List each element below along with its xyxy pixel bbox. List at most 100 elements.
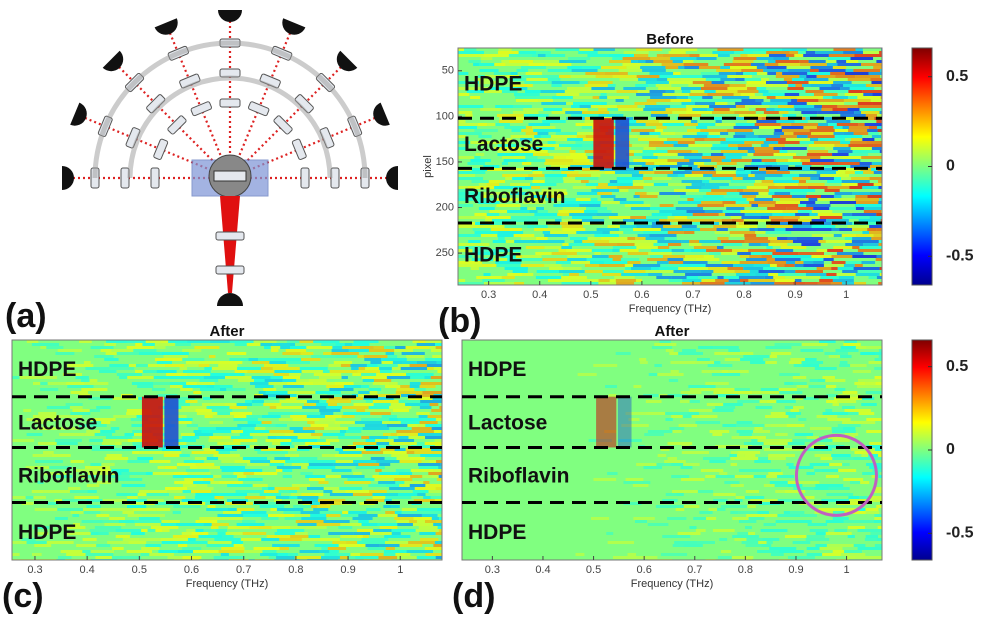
texture	[538, 216, 562, 219]
texture	[513, 234, 535, 237]
texture	[784, 270, 796, 273]
heatmap-image	[458, 48, 882, 285]
texture	[398, 493, 418, 496]
texture	[372, 496, 386, 499]
texture	[715, 279, 729, 282]
texture	[773, 180, 799, 183]
texture	[718, 72, 736, 75]
texture	[353, 472, 362, 475]
texture	[365, 499, 385, 502]
texture	[720, 132, 729, 135]
texture	[698, 66, 721, 69]
texture	[438, 466, 442, 469]
detector	[386, 166, 398, 190]
texture	[870, 532, 882, 535]
texture	[793, 132, 812, 135]
texture	[790, 409, 799, 412]
texture	[358, 463, 380, 466]
texture	[711, 189, 737, 192]
texture	[808, 198, 818, 201]
texture	[665, 66, 679, 69]
texture	[569, 213, 597, 216]
texture	[768, 144, 785, 147]
texture	[805, 273, 827, 276]
texture	[799, 60, 809, 63]
texture	[121, 472, 146, 475]
texture	[793, 267, 817, 270]
texture	[672, 544, 684, 547]
texture	[383, 550, 407, 553]
texture	[180, 376, 204, 379]
texture	[697, 358, 710, 361]
texture	[723, 403, 743, 406]
texture	[854, 111, 862, 114]
texture	[737, 90, 759, 93]
texture	[758, 270, 785, 273]
texture	[862, 231, 870, 234]
texture	[737, 252, 751, 255]
texture	[529, 144, 539, 147]
texture	[738, 520, 757, 523]
texture	[706, 403, 724, 406]
texture	[433, 469, 442, 472]
texture	[702, 96, 713, 99]
texture	[541, 102, 567, 105]
texture	[278, 490, 289, 493]
texture	[769, 481, 788, 484]
texture	[186, 529, 196, 532]
texture	[625, 478, 644, 481]
texture	[712, 409, 734, 412]
texture	[518, 75, 543, 78]
texture	[791, 222, 814, 225]
texture	[800, 258, 824, 261]
texture	[831, 427, 844, 430]
panel-label: (b)	[438, 302, 481, 340]
texture	[615, 279, 636, 282]
texture	[40, 388, 59, 391]
texture	[244, 490, 264, 493]
texture	[237, 475, 247, 478]
texture	[765, 361, 777, 364]
texture	[811, 225, 836, 228]
texture	[833, 177, 841, 180]
texture	[522, 162, 532, 165]
texture	[843, 51, 864, 54]
texture	[470, 267, 479, 270]
texture	[645, 237, 665, 240]
texture	[866, 346, 882, 349]
texture	[875, 457, 882, 460]
texture	[743, 219, 771, 222]
texture	[434, 541, 442, 544]
texture	[780, 135, 797, 138]
texture	[615, 99, 624, 102]
texture	[532, 138, 557, 141]
texture	[584, 84, 608, 87]
texture	[642, 69, 666, 72]
texture	[518, 51, 536, 54]
texture	[662, 499, 678, 502]
x-tick-label: 0.3	[481, 289, 496, 301]
texture	[323, 352, 332, 355]
texture	[389, 442, 417, 445]
texture	[828, 54, 855, 57]
texture	[575, 123, 600, 126]
texture	[802, 84, 811, 87]
x-tick-label: 0.3	[27, 564, 42, 576]
texture	[773, 57, 789, 60]
texture	[850, 165, 870, 168]
texture	[227, 508, 237, 511]
texture	[251, 361, 270, 364]
texture	[525, 132, 538, 135]
texture	[575, 553, 585, 556]
texture	[194, 433, 213, 436]
texture	[211, 367, 238, 370]
texture	[817, 213, 843, 216]
texture	[361, 385, 370, 388]
texture	[768, 273, 779, 276]
texture	[483, 54, 509, 57]
texture	[662, 535, 691, 538]
texture	[662, 93, 690, 96]
texture	[274, 532, 295, 535]
texture	[848, 144, 874, 147]
texture	[777, 186, 785, 189]
